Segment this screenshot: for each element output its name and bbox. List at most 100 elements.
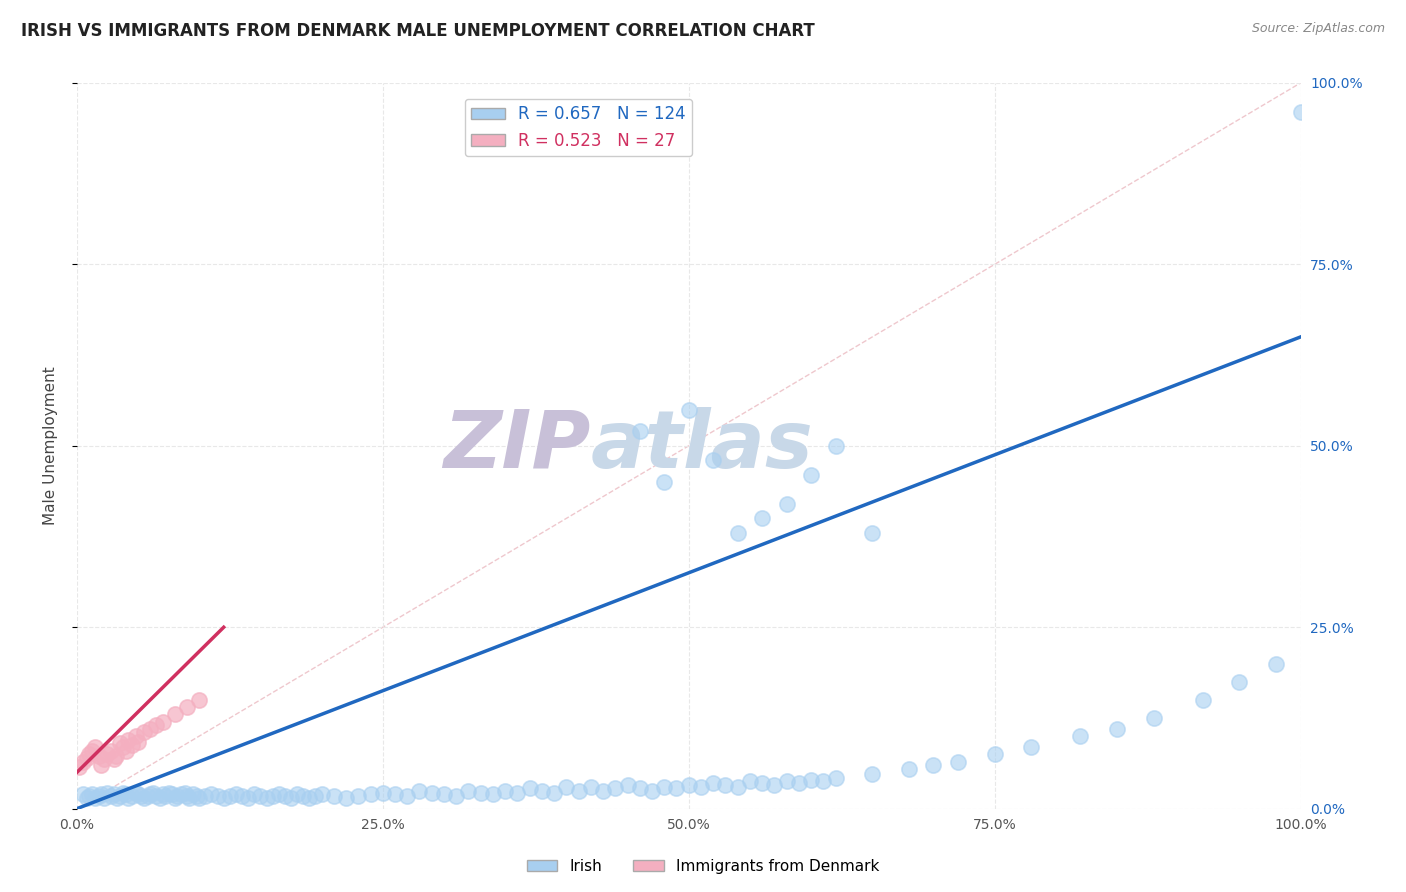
Point: [702, 453, 724, 467]
Point: [347, 789, 370, 803]
Point: [100, 789, 122, 803]
Point: [87, 749, 110, 764]
Point: [179, 790, 201, 805]
Point: [103, 787, 125, 801]
Point: [153, 789, 176, 803]
Point: [983, 747, 1005, 762]
Point: [76, 790, 98, 805]
Point: [824, 439, 846, 453]
Point: [134, 790, 156, 805]
Point: [124, 786, 146, 800]
Point: [1143, 711, 1166, 725]
Point: [162, 787, 184, 801]
Point: [127, 735, 149, 749]
Legend: Irish, Immigrants from Denmark: Irish, Immigrants from Denmark: [520, 853, 886, 880]
Point: [200, 787, 222, 801]
Point: [77, 747, 100, 762]
Text: Source: ZipAtlas.com: Source: ZipAtlas.com: [1251, 22, 1385, 36]
Point: [77, 789, 100, 803]
Point: [243, 787, 266, 801]
Point: [80, 787, 103, 801]
Point: [176, 789, 198, 803]
Point: [212, 790, 235, 805]
Point: [84, 790, 107, 805]
Point: [121, 738, 143, 752]
Point: [579, 780, 602, 794]
Text: atlas: atlas: [591, 407, 814, 485]
Point: [1021, 739, 1043, 754]
Point: [860, 525, 883, 540]
Point: [763, 779, 786, 793]
Point: [274, 789, 297, 803]
Point: [922, 758, 945, 772]
Point: [127, 787, 149, 801]
Point: [690, 780, 713, 794]
Point: [751, 776, 773, 790]
Point: [727, 525, 749, 540]
Point: [114, 787, 136, 801]
Point: [100, 744, 122, 758]
Point: [860, 767, 883, 781]
Point: [555, 780, 578, 794]
Point: [218, 789, 240, 803]
Point: [188, 790, 211, 805]
Point: [444, 789, 467, 803]
Point: [72, 755, 94, 769]
Point: [652, 475, 675, 489]
Point: [360, 787, 382, 801]
Point: [117, 790, 139, 805]
Point: [207, 789, 229, 803]
Point: [108, 736, 131, 750]
Point: [103, 752, 125, 766]
Point: [714, 779, 737, 793]
Point: [1069, 729, 1091, 743]
Point: [616, 779, 638, 793]
Point: [149, 790, 172, 805]
Point: [142, 786, 165, 800]
Point: [605, 781, 627, 796]
Point: [292, 789, 315, 803]
Point: [166, 789, 188, 803]
Point: [592, 783, 614, 797]
Point: [72, 787, 94, 801]
Point: [188, 693, 211, 707]
Point: [163, 707, 186, 722]
Point: [371, 786, 394, 800]
Point: [433, 787, 456, 801]
Point: [121, 789, 143, 803]
Point: [641, 783, 664, 797]
Point: [628, 781, 651, 796]
Point: [76, 751, 98, 765]
Text: ZIP: ZIP: [443, 407, 591, 485]
Point: [628, 425, 651, 439]
Point: [665, 781, 688, 796]
Point: [897, 762, 920, 776]
Point: [813, 774, 835, 789]
Point: [824, 771, 846, 785]
Point: [238, 790, 260, 805]
Point: [946, 755, 969, 769]
Point: [470, 786, 492, 800]
Point: [112, 739, 135, 754]
Point: [139, 787, 162, 801]
Point: [267, 787, 290, 801]
Point: [93, 790, 115, 805]
Point: [285, 787, 308, 801]
Point: [112, 786, 135, 800]
Point: [530, 783, 553, 797]
Point: [304, 789, 326, 803]
Point: [738, 774, 761, 789]
Point: [173, 786, 195, 800]
Point: [800, 772, 823, 787]
Point: [96, 747, 118, 762]
Point: [117, 732, 139, 747]
Point: [231, 789, 253, 803]
Point: [1289, 105, 1312, 120]
Point: [90, 787, 112, 801]
Point: [420, 786, 443, 800]
Point: [256, 790, 278, 805]
Point: [506, 786, 529, 800]
Point: [311, 787, 333, 801]
Point: [262, 789, 284, 803]
Point: [186, 789, 208, 803]
